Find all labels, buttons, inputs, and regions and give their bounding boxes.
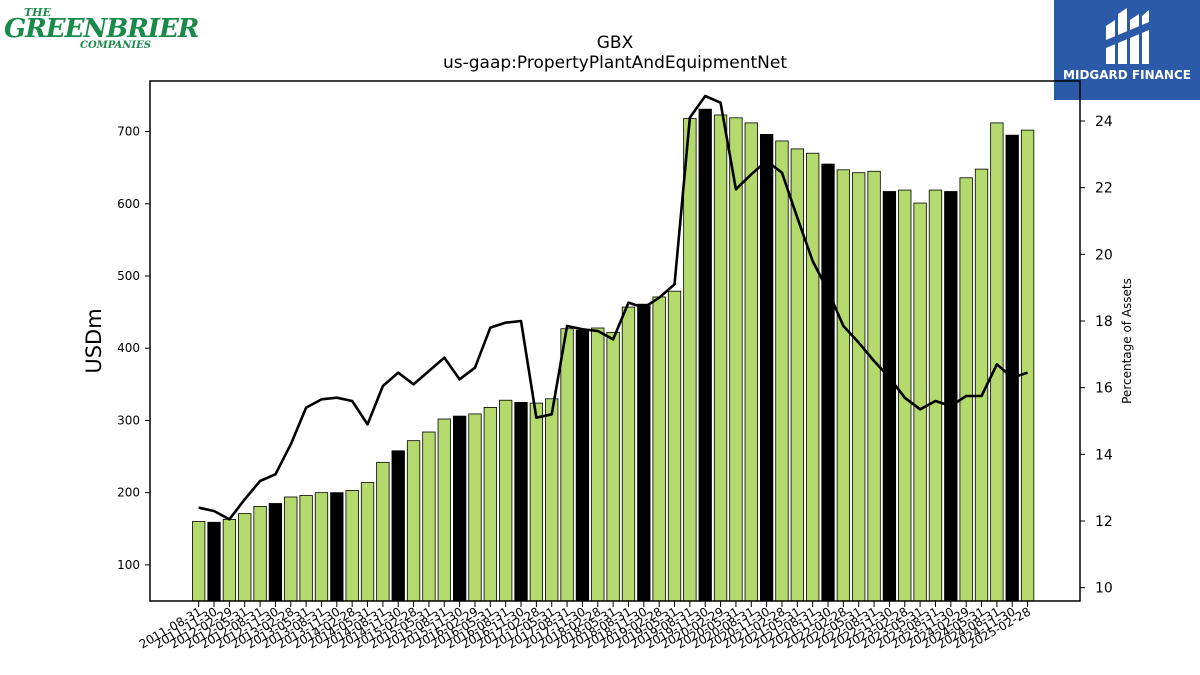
bar-2011-08-31 [192,521,206,602]
logo-left-line2: GREENBRIER [4,14,199,44]
bar-2019-05-31 [667,290,682,602]
bar-2023-11-30 [944,191,958,602]
y-axis-label: USDm [82,308,106,373]
y-tick-label: 500 [117,269,140,283]
bar-2023-05-31 [913,202,927,602]
logo-left-line3: COMPANIES [80,40,151,51]
bar-2019-11-30 [698,108,712,602]
bar-2021-11-30 [821,163,835,602]
y2-tick-label: 22 [1095,181,1113,197]
bar-2024-02-29 [959,177,973,602]
bar-2023-08-31 [928,189,943,602]
bar-2015-05-31 [422,431,436,602]
bar-2013-08-31 [314,492,329,602]
y2-tick-label: 20 [1095,247,1113,263]
bar-2016-08-31 [499,399,513,602]
bar-2016-11-30 [514,401,528,602]
bar-2018-08-31 [621,306,636,602]
bar-2014-02-28 [345,490,359,602]
bar-2013-05-31 [299,495,313,602]
bar-2013-02-28 [284,496,298,602]
bar-2017-02-28 [529,402,544,602]
bar-2018-11-30 [637,303,651,602]
y2-tick-label: 14 [1095,447,1113,463]
logo-left-line1: THE [24,6,51,19]
bar-2013-11-30 [330,492,344,602]
x-axis: 2011-08-312011-11-302012-02-292012-05-31… [137,601,1033,651]
bar-2014-11-30 [391,450,405,602]
bar-2017-05-31 [545,398,559,602]
bar-2022-08-31 [867,170,881,602]
bar-2012-08-31 [253,505,267,602]
y2-tick-label: 16 [1095,381,1113,397]
y2-axis-label: Percentage of Assets [1120,278,1134,404]
midgard-m-icon [1106,8,1149,64]
bar-2011-11-30 [207,521,221,602]
bar-2015-11-30 [452,415,467,602]
y-tick-label: 100 [117,558,140,572]
bar-2020-08-31 [744,122,758,602]
bar-2012-05-31 [238,513,252,602]
bar-2021-08-31 [806,152,820,602]
logo-right-text: MIDGARD FINANCE [1063,68,1191,82]
bar-2023-02-28 [898,189,912,602]
bar-2015-02-28 [406,440,421,602]
bar-2020-11-30 [759,134,774,602]
greenbrier-logo: THE GREENBRIER COMPANIES [4,4,199,52]
y2-tick-label: 12 [1095,514,1113,530]
y-tick-label: 700 [117,125,140,139]
midgard-finance-logo: MIDGARD FINANCE [1054,0,1200,100]
chart-subtitle: us-gaap:PropertyPlantAndEquipmentNet [443,53,787,73]
y-axis-right: 10 12 14 16 18 20 22 24 [1080,114,1113,597]
y-tick-label: 300 [117,413,140,427]
y2-tick-label: 24 [1095,114,1113,130]
y2-tick-label: 10 [1095,581,1113,597]
bar-2012-02-29 [222,518,237,602]
line-series [198,94,1028,521]
bar-2018-05-31 [606,331,620,602]
y-axis-left: 100 200 300 400 500 600 700 [117,125,150,572]
bar-series [192,108,1035,602]
y-tick-label: 600 [117,197,140,211]
y-tick-label: 400 [117,341,140,355]
bar-2024-08-31 [990,122,1004,602]
bar-2019-02-28 [652,296,666,602]
bar-2017-08-31 [560,328,574,602]
bar-2012-11-30 [268,503,283,602]
bar-2022-05-31 [852,172,866,602]
bar-2020-02-29 [713,114,728,602]
y2-tick-label: 18 [1095,314,1113,330]
bar-2019-08-31 [683,118,697,602]
bar-2016-02-29 [468,413,482,602]
chart-title: GBX [597,33,634,53]
bar-2024-11-30 [1005,134,1019,602]
bar-2025-02-28 [1020,129,1035,602]
y-tick-label: 200 [117,486,140,500]
bar-2014-08-31 [376,461,390,602]
bar-2015-08-31 [437,418,451,602]
bar-2016-05-31 [483,407,497,602]
bar-2014-05-31 [360,482,375,602]
bar-2022-02-28 [836,169,851,602]
bar-2018-02-28 [591,327,605,602]
bar-2021-02-28 [775,140,789,602]
bar-2022-11-30 [882,191,897,602]
bar-2017-11-30 [575,329,590,602]
plot-frame [149,80,1081,602]
